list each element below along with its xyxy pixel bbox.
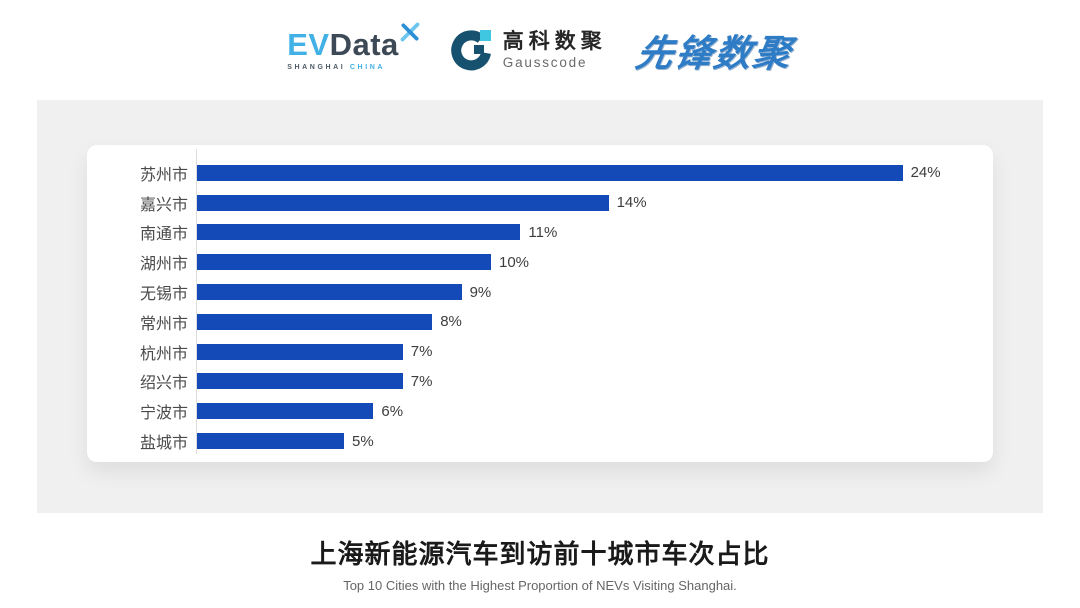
bar xyxy=(197,224,521,241)
value-label: 6% xyxy=(381,402,404,420)
y-axis-line xyxy=(196,149,197,454)
evdata-logo: EV Data SHANGHAI CHINA xyxy=(287,22,420,71)
bar xyxy=(197,343,403,360)
chart-row: 盐城市 5% xyxy=(87,426,993,456)
evdata-tagline-china: CHINA xyxy=(349,64,386,71)
value-label: 8% xyxy=(440,313,462,331)
chart-row: 嘉兴市 14% xyxy=(87,188,993,218)
gausscode-logo: 高科数聚 Gausscode xyxy=(450,28,607,72)
bar xyxy=(197,164,903,181)
category-label: 湖州市 xyxy=(139,256,188,274)
footer: 上海新能源汽车到访前十城市车次占比 Top 10 Cities with the… xyxy=(0,513,1080,593)
category-label: 杭州市 xyxy=(139,345,188,363)
evdata-tagline-shanghai: SHANGHAI xyxy=(287,64,346,71)
bar xyxy=(197,194,609,211)
value-label: 11% xyxy=(528,223,558,241)
category-label: 嘉兴市 xyxy=(139,196,188,214)
bar xyxy=(197,313,433,330)
chart-row: 常州市 8% xyxy=(87,307,993,337)
value-label: 14% xyxy=(616,194,647,212)
bar xyxy=(197,373,403,390)
gausscode-name-en: Gausscode xyxy=(502,54,588,70)
evdata-x-icon xyxy=(400,22,420,42)
evdata-tagline: SHANGHAI CHINA xyxy=(287,64,385,71)
pioneer-wordmark: 先锋数聚 xyxy=(632,33,796,74)
chart-card: 苏州市 24% 嘉兴市 14% 南通市 11% 湖州市 10% 无锡市 9% 常州市 8% 杭州市 7% 绍… xyxy=(87,145,993,462)
chart-title: 上海新能源汽车到访前十城市车次占比 xyxy=(310,539,770,569)
evdata-data-text: Data xyxy=(329,27,399,62)
header: EV Data SHANGHAI CHINA 高科数聚 Gausscode xyxy=(0,0,1080,100)
category-label: 常州市 xyxy=(139,315,188,333)
evdata-wordmark: EV Data xyxy=(287,22,420,62)
category-label: 无锡市 xyxy=(139,286,188,304)
chart-row: 杭州市 7% xyxy=(87,337,993,367)
value-label: 7% xyxy=(410,343,433,361)
bar xyxy=(197,433,344,450)
chart-row: 绍兴市 7% xyxy=(87,367,993,397)
category-label: 宁波市 xyxy=(139,405,188,423)
gausscode-g-icon xyxy=(451,30,491,71)
chart-subtitle: Top 10 Cities with the Highest Proportio… xyxy=(343,578,737,593)
value-label: 9% xyxy=(469,283,492,301)
chart-panel: 苏州市 24% 嘉兴市 14% 南通市 11% 湖州市 10% 无锡市 9% 常州市 8% 杭州市 7% 绍… xyxy=(37,100,1043,513)
chart-rows: 苏州市 24% 嘉兴市 14% 南通市 11% 湖州市 10% 无锡市 9% 常州市 8% 杭州市 7% 绍… xyxy=(87,158,993,456)
bar xyxy=(197,403,374,420)
category-label: 盐城市 xyxy=(139,435,188,453)
value-label: 24% xyxy=(910,164,941,182)
bar-chart: 苏州市 24% 嘉兴市 14% 南通市 11% 湖州市 10% 无锡市 9% 常州市 8% 杭州市 7% 绍… xyxy=(87,145,993,462)
evdata-ev-text: EV xyxy=(287,27,330,62)
chart-row: 无锡市 9% xyxy=(87,277,993,307)
gausscode-name-cn: 高科数聚 xyxy=(502,30,607,54)
pioneer-logo: 先锋数聚 xyxy=(633,23,796,77)
bar xyxy=(197,284,462,301)
category-label: 苏州市 xyxy=(139,166,188,184)
page: EV Data SHANGHAI CHINA 高科数聚 Gausscode xyxy=(0,0,1080,593)
chart-row: 苏州市 24% xyxy=(87,158,993,188)
chart-row: 宁波市 6% xyxy=(87,396,993,426)
value-label: 10% xyxy=(499,253,530,271)
chart-row: 南通市 11% xyxy=(87,218,993,248)
bar xyxy=(197,254,491,271)
category-label: 绍兴市 xyxy=(139,375,188,393)
value-label: 5% xyxy=(352,432,374,450)
gausscode-wordmark: 高科数聚 Gausscode xyxy=(503,30,607,69)
chart-row: 湖州市 10% xyxy=(87,247,993,277)
value-label: 7% xyxy=(410,372,433,390)
category-label: 南通市 xyxy=(139,226,188,244)
